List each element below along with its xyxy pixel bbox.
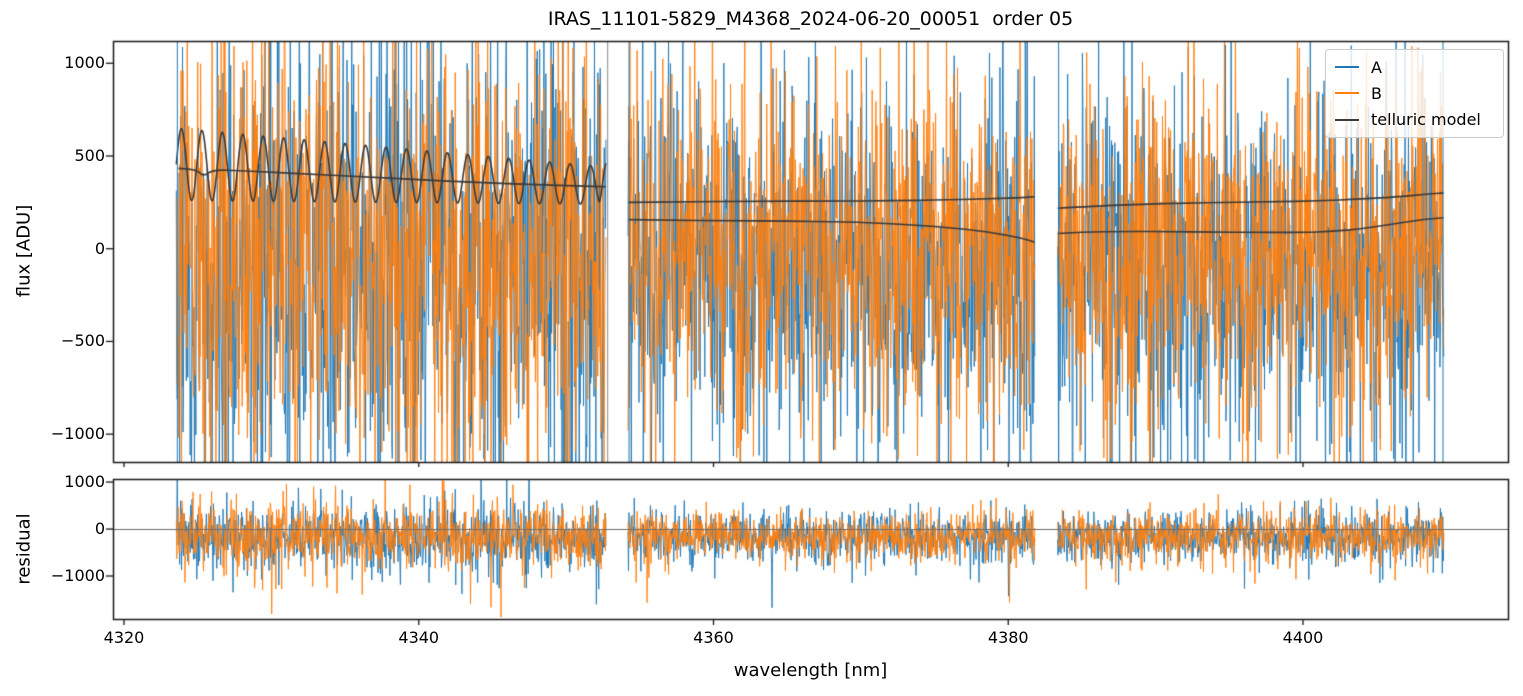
wavelength-axis-label: wavelength [nm]: [733, 660, 888, 681]
legend-item-telluric-model: telluric model: [1335, 107, 1494, 133]
flux-y-tick-label: 0: [94, 238, 105, 258]
legend-label-a: A: [1371, 57, 1382, 77]
x-tick-label: 4340: [398, 628, 440, 647]
legend-label-b: B: [1371, 83, 1382, 103]
chart-title: IRAS_11101-5829_M4368_2024-06-20_00051 o…: [547, 8, 1074, 30]
residual-y-tick-label: −1000: [50, 566, 105, 585]
legend-item-b: B: [1335, 80, 1494, 106]
flux-y-tick-label: −500: [61, 331, 105, 351]
x-tick-label: 4400: [1282, 628, 1324, 647]
residual-y-tick-label: 0: [94, 519, 105, 539]
x-tick-label: 4360: [693, 628, 734, 647]
flux-y-tick-label: −1000: [50, 424, 105, 444]
x-tick-label: 4320: [103, 628, 145, 647]
series-a-line-swatch: [1335, 66, 1359, 69]
legend-label-telluric-model: telluric model: [1371, 110, 1481, 130]
flux-y-tick-label: 1000: [64, 53, 105, 73]
series-b-line-swatch: [1335, 92, 1359, 95]
residual-y-tick-label: 1000: [64, 472, 105, 492]
legend-item-a: A: [1335, 54, 1494, 80]
flux-y-tick-label: 500: [74, 145, 105, 165]
legend-box: A B telluric model: [1325, 49, 1504, 138]
x-tick-label: 4380: [987, 628, 1029, 647]
telluric-model-line-swatch: [1335, 118, 1359, 121]
